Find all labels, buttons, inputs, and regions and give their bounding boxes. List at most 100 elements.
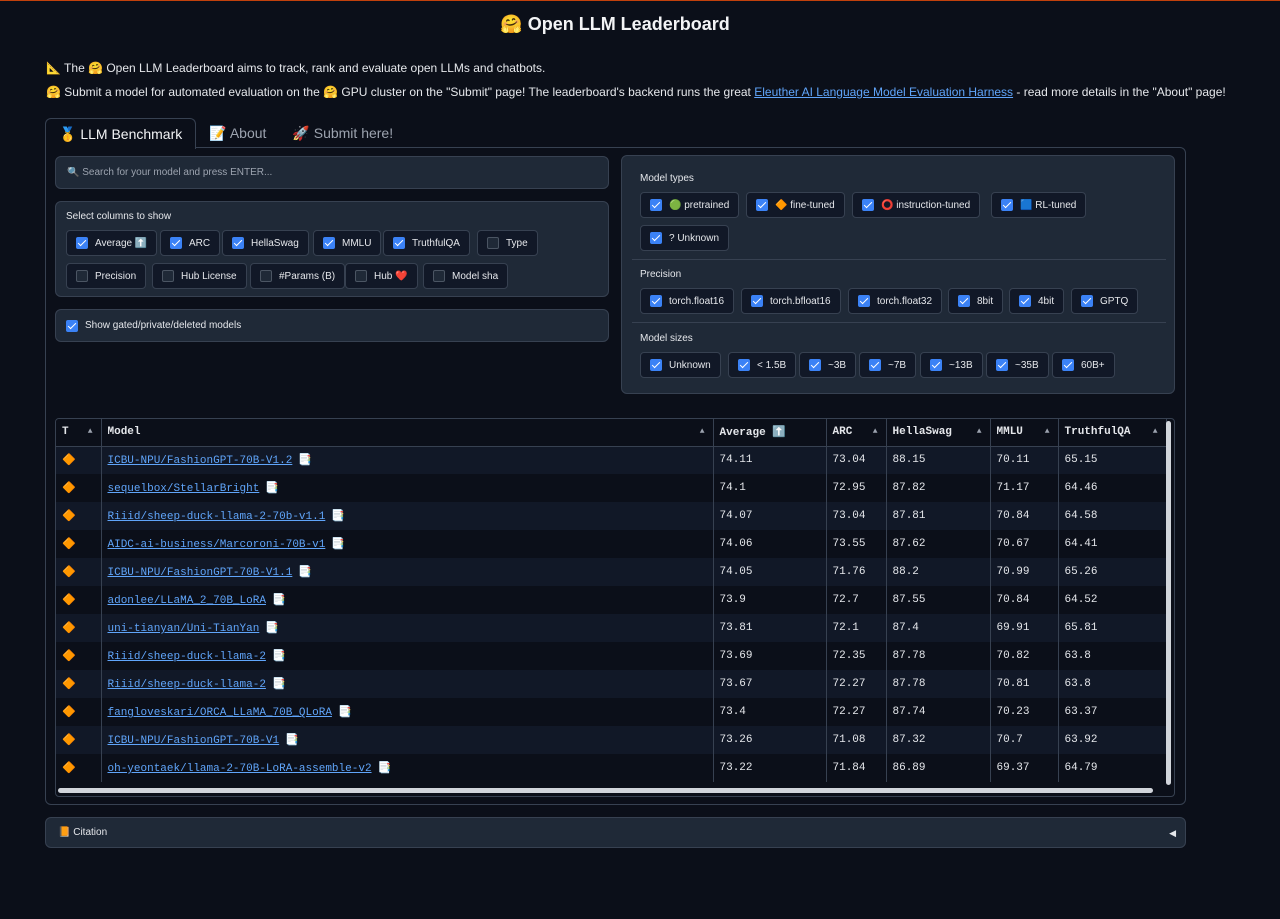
model-link[interactable]: AIDC-ai-business/Marcoroni-70B-v1 — [107, 539, 326, 551]
filter-gptq[interactable]: GPTQ — [1071, 288, 1139, 314]
header-type[interactable]: T ▲ — [56, 419, 102, 447]
horizontal-scrollbar[interactable] — [58, 788, 1153, 793]
sort-icon[interactable]: ▲ — [699, 427, 705, 436]
header-mmlu[interactable]: MMLU ▲ — [990, 419, 1059, 447]
model-link[interactable]: fangloveskari/ORCA_LLaMA_70B_QLoRA — [107, 707, 332, 719]
header-hellaswag[interactable]: HellaSwag ▲ — [886, 419, 991, 447]
filter-size-13b[interactable]: ~13B — [920, 352, 983, 378]
checkbox[interactable] — [650, 199, 662, 211]
paper-icon[interactable]: 📑 — [298, 455, 313, 468]
column-toggle-average[interactable]: Average ⬆️ — [66, 230, 158, 256]
tab-llm-benchmark[interactable]: 🥇 LLM Benchmark — [45, 118, 197, 149]
checkbox[interactable] — [1081, 295, 1093, 307]
model-link[interactable]: uni-tianyan/Uni-TianYan — [107, 623, 260, 635]
paper-icon[interactable]: 📑 — [271, 679, 286, 691]
filter-size-35b[interactable]: ~35B — [986, 352, 1049, 378]
filter-8bit[interactable]: 8bit — [948, 288, 1004, 314]
model-link[interactable]: ICBU-NPU/FashionGPT-70B-V1 — [107, 735, 280, 747]
model-link[interactable]: Riiid/sheep-duck-llama-2 — [107, 679, 266, 691]
column-toggle-truthfulqa[interactable]: TruthfulQA — [383, 230, 470, 256]
harness-link[interactable]: Eleuther AI Language Model Evaluation Ha… — [754, 85, 1014, 99]
filter-instruction-tuned[interactable]: ⭕ instruction-tuned — [852, 192, 981, 218]
filter-float16[interactable]: torch.float16 — [640, 288, 735, 314]
paper-icon[interactable]: 📑 — [265, 623, 280, 635]
paper-icon[interactable]: 📑 — [271, 651, 286, 663]
filter-size-unknown[interactable]: Unknown — [640, 352, 721, 378]
caret-left-icon[interactable]: ◀ — [1169, 828, 1176, 838]
filter-rl-tuned[interactable]: 🟦 RL-tuned — [991, 192, 1087, 218]
checkbox[interactable] — [1062, 359, 1074, 371]
checkbox[interactable] — [1001, 199, 1013, 211]
checkbox[interactable] — [858, 295, 870, 307]
column-toggle-arc[interactable]: ARC — [160, 230, 221, 256]
filter-float32[interactable]: torch.float32 — [848, 288, 943, 314]
checkbox[interactable] — [76, 270, 88, 282]
model-link[interactable]: ICBU-NPU/FashionGPT-70B-V1.2 — [107, 455, 293, 468]
checkbox[interactable] — [487, 237, 499, 249]
filter-size-7b[interactable]: ~7B — [859, 352, 917, 378]
column-toggle-mmlu[interactable]: MMLU — [313, 230, 382, 256]
checkbox[interactable] — [930, 359, 942, 371]
model-link[interactable]: oh-yeontaek/llama-2-70B-LoRA-assemble-v2 — [107, 763, 372, 775]
paper-icon[interactable]: 📑 — [377, 763, 392, 775]
checkbox[interactable] — [323, 237, 335, 249]
checkbox[interactable] — [751, 295, 763, 307]
tab-submit[interactable]: 🚀 Submit here! — [292, 124, 394, 141]
checkbox[interactable] — [76, 237, 88, 249]
paper-icon[interactable]: 📑 — [271, 595, 286, 607]
sort-icon[interactable]: ▲ — [976, 427, 982, 436]
filter-size-lt-1-5b[interactable]: < 1.5B — [728, 352, 797, 378]
model-link[interactable]: adonlee/LLaMA_2_70B_LoRA — [107, 595, 266, 607]
model-link[interactable]: Riiid/sheep-duck-llama-2-70b-v1.1 — [107, 511, 326, 523]
paper-icon[interactable]: 📑 — [265, 483, 280, 495]
header-truthfulqa[interactable]: TruthfulQA ▲ — [1058, 419, 1167, 447]
column-toggle-type[interactable]: Type — [477, 230, 538, 256]
filter-bfloat16[interactable]: torch.bfloat16 — [741, 288, 841, 314]
tab-about[interactable]: 📝 About — [209, 124, 267, 141]
vertical-scrollbar[interactable] — [1166, 421, 1171, 785]
model-link[interactable]: sequelbox/StellarBright — [107, 483, 260, 495]
sort-icon[interactable]: ▲ — [872, 427, 878, 436]
filter-pretrained[interactable]: 🟢 pretrained — [640, 192, 740, 218]
checkbox[interactable] — [650, 232, 662, 244]
paper-icon[interactable]: 📑 — [337, 707, 352, 719]
checkbox[interactable] — [66, 319, 78, 332]
checkbox[interactable] — [809, 359, 821, 371]
checkbox[interactable] — [355, 270, 367, 282]
column-toggle-params[interactable]: #Params (B) — [250, 263, 346, 289]
paper-icon[interactable]: 📑 — [285, 735, 299, 747]
filter-unknown-type[interactable]: ? Unknown — [640, 225, 730, 251]
header-arc[interactable]: ARC ▲ — [826, 419, 887, 447]
column-toggle-hub-license[interactable]: Hub License — [152, 263, 247, 289]
filter-fine-tuned[interactable]: 🔶 fine-tuned — [746, 192, 845, 218]
checkbox[interactable] — [862, 199, 874, 211]
checkbox[interactable] — [650, 359, 662, 371]
checkbox[interactable] — [738, 359, 750, 371]
checkbox[interactable] — [1019, 295, 1031, 307]
search-input[interactable] — [56, 157, 608, 188]
paper-icon[interactable]: 📑 — [298, 567, 313, 579]
model-link[interactable]: ICBU-NPU/FashionGPT-70B-V1.1 — [107, 567, 293, 579]
paper-icon[interactable]: 📑 — [331, 539, 346, 551]
checkbox[interactable] — [232, 237, 244, 249]
checkbox[interactable] — [756, 199, 768, 211]
column-toggle-model-sha[interactable]: Model sha — [423, 263, 509, 289]
column-toggle-hellaswag[interactable]: HellaSwag — [222, 230, 309, 256]
checkbox[interactable] — [869, 359, 881, 371]
sort-icon[interactable]: ▲ — [1152, 427, 1158, 436]
sort-icon[interactable]: ▲ — [1044, 427, 1050, 436]
header-average[interactable]: Average ⬆️ — [713, 419, 827, 447]
checkbox[interactable] — [393, 237, 405, 249]
sort-icon[interactable]: ▲ — [87, 427, 93, 436]
checkbox[interactable] — [650, 295, 662, 307]
filter-size-3b[interactable]: ~3B — [799, 352, 857, 378]
column-toggle-hub-likes[interactable]: Hub ❤️ — [345, 263, 418, 289]
filter-4bit[interactable]: 4bit — [1009, 288, 1065, 314]
checkbox[interactable] — [260, 270, 272, 282]
checkbox[interactable] — [433, 270, 445, 282]
checkbox[interactable] — [170, 237, 182, 249]
model-link[interactable]: Riiid/sheep-duck-llama-2 — [107, 651, 266, 663]
gated-models-toggle[interactable]: Show gated/private/deleted models — [55, 309, 609, 342]
checkbox[interactable] — [958, 295, 970, 307]
checkbox[interactable] — [162, 270, 174, 282]
